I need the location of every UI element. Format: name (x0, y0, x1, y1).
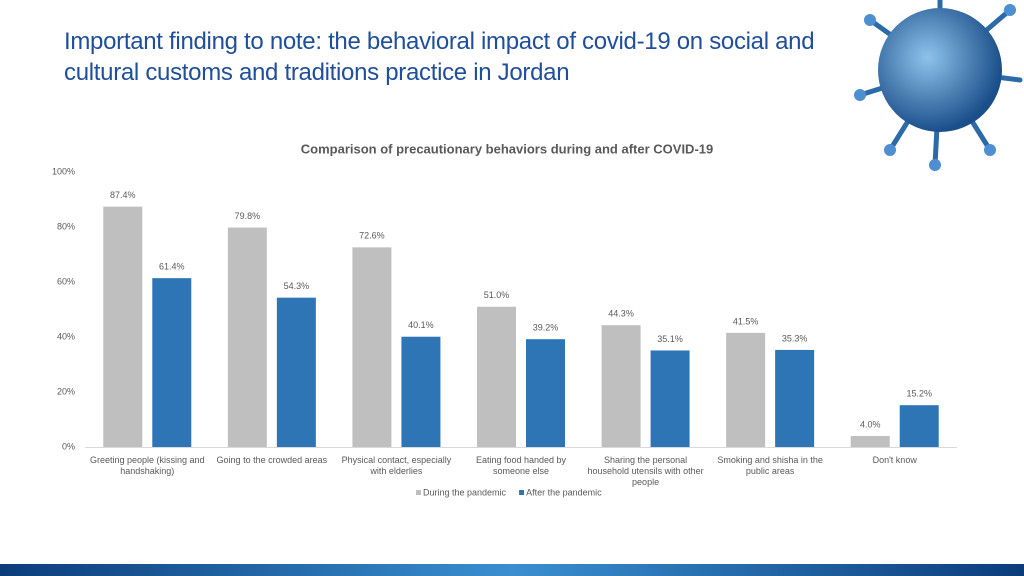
y-tick-label: 60% (57, 276, 75, 286)
value-label: 87.4% (110, 190, 136, 200)
footer-band (0, 564, 1024, 576)
value-label: 54.3% (284, 281, 310, 291)
value-label: 15.2% (906, 389, 932, 399)
legend-label: After the pandemic (526, 487, 602, 497)
x-tick-label: Physical contact, especially with elderl… (341, 455, 452, 476)
value-label: 79.8% (235, 211, 261, 221)
bar (775, 349, 815, 447)
value-label: 40.1% (408, 320, 434, 330)
value-label: 41.5% (733, 316, 759, 326)
bar (352, 247, 392, 447)
legend-swatch (416, 490, 421, 495)
x-tick-label: Eating food handed by someone else (475, 455, 567, 476)
value-label: 4.0% (860, 419, 881, 429)
bar (850, 436, 890, 447)
x-tick-label: Smoking and shisha in the public areas (717, 455, 823, 476)
x-tick-label: Don't know (872, 455, 917, 465)
chart-title: Comparison of precautionary behaviors du… (301, 141, 713, 156)
y-tick-label: 100% (52, 166, 75, 176)
bar (526, 339, 565, 447)
bar (601, 325, 641, 447)
value-label: 44.3% (608, 309, 634, 319)
value-label: 72.6% (359, 231, 385, 241)
x-tick-label: Sharing the personal household utensils … (587, 455, 704, 487)
legend-swatch (519, 490, 525, 495)
x-tick-label: Greeting people (kissing and handshaking… (89, 455, 205, 476)
bar (899, 405, 939, 447)
bar (477, 306, 516, 447)
y-tick-label: 20% (57, 386, 75, 396)
legend-label: During the pandemic (423, 487, 507, 497)
value-label: 39.2% (533, 323, 559, 333)
bar (726, 332, 766, 447)
bar (401, 336, 441, 447)
x-tick-label: Going to the crowded areas (216, 455, 328, 465)
bar (650, 350, 690, 447)
bar (276, 297, 316, 447)
value-label: 61.4% (159, 262, 185, 272)
bar (103, 206, 143, 447)
virus-decoration (854, 0, 1023, 171)
y-tick-label: 40% (57, 331, 75, 341)
y-tick-label: 80% (57, 221, 75, 231)
value-label: 35.3% (782, 333, 808, 343)
bar (227, 227, 267, 447)
value-label: 51.0% (484, 290, 510, 300)
value-label: 35.1% (657, 334, 683, 344)
slide-title: Important finding to note: the behaviora… (64, 28, 815, 86)
bar (152, 278, 192, 447)
y-tick-label: 0% (62, 441, 75, 451)
